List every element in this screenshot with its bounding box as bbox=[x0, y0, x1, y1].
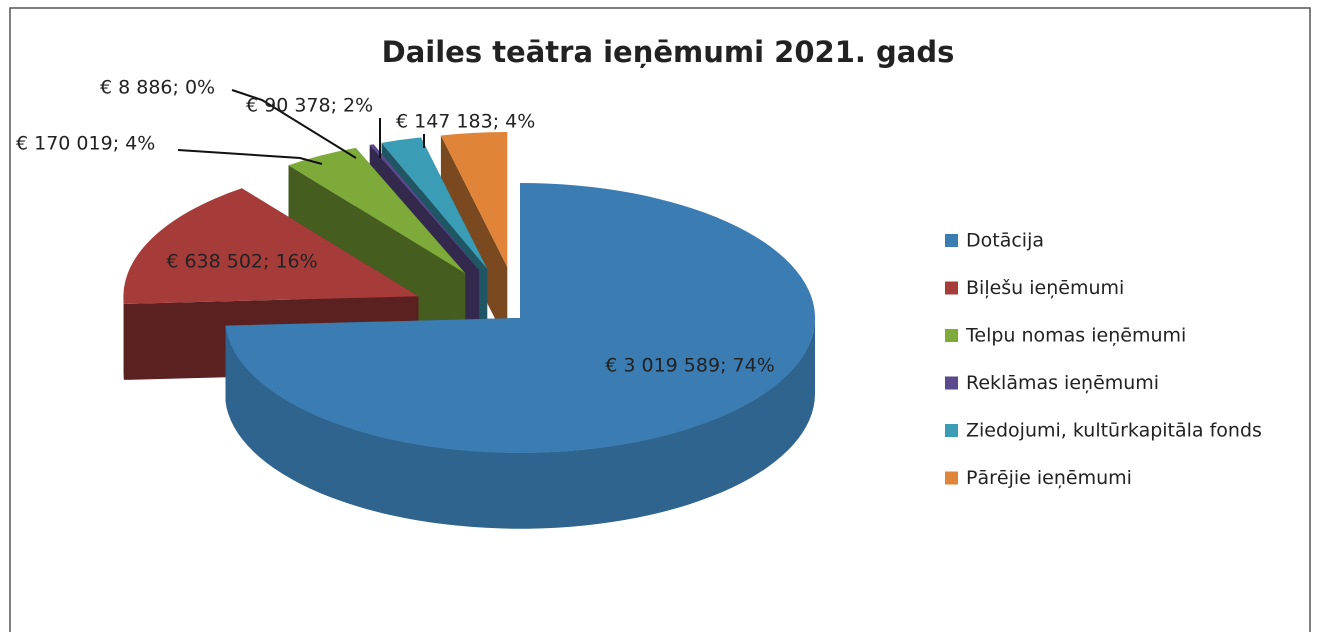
slice bbox=[123, 188, 419, 304]
legend-label: Ziedojumi, kultūrkapitāla fonds bbox=[966, 420, 1262, 442]
data-label: € 147 183; 4% bbox=[396, 111, 535, 133]
chart-title: Dailes teātra ieņēmumi 2021. gads bbox=[382, 35, 955, 69]
slice bbox=[381, 137, 488, 269]
legend-label: Pārējie ieņēmumi bbox=[966, 467, 1132, 489]
legend-label: Biļešu ieņēmumi bbox=[966, 277, 1124, 299]
legend-label: Telpu nomas ieņēmumi bbox=[965, 325, 1186, 347]
data-label: € 3 019 589; 74% bbox=[605, 355, 775, 377]
slice bbox=[288, 147, 466, 274]
data-label: € 170 019; 4% bbox=[16, 133, 155, 155]
legend: Dotācija Biļešu ieņēmumi Telpu nomas ieņēm… bbox=[945, 230, 1262, 489]
leader-line bbox=[231, 89, 357, 159]
slice bbox=[225, 183, 816, 453]
data-label: € 638 502; 16% bbox=[166, 251, 317, 273]
legend-label: Dotācija bbox=[966, 230, 1044, 252]
legend-swatch bbox=[945, 376, 958, 390]
legend-label: Reklāmas ieņēmumi bbox=[966, 372, 1159, 394]
frame bbox=[9, 7, 1311, 632]
legend-swatch bbox=[945, 234, 958, 247]
slice-side bbox=[288, 165, 466, 350]
data-label: € 90 378; 2% bbox=[246, 95, 373, 117]
slice-wall bbox=[225, 318, 815, 529]
legend-swatch bbox=[945, 424, 958, 437]
slice-side bbox=[440, 135, 508, 343]
legend-swatch bbox=[945, 471, 958, 485]
slice-wall bbox=[123, 296, 124, 380]
slice bbox=[369, 144, 480, 271]
pie bbox=[123, 132, 816, 529]
leader-line bbox=[177, 149, 323, 165]
slice bbox=[440, 132, 508, 267]
legend-swatch bbox=[945, 281, 958, 295]
data-labels: € 3 019 589; 74% € 638 502; 16% € 170 01… bbox=[16, 77, 775, 377]
legend-swatch bbox=[945, 329, 958, 342]
data-label: € 8 886; 0% bbox=[100, 77, 215, 99]
